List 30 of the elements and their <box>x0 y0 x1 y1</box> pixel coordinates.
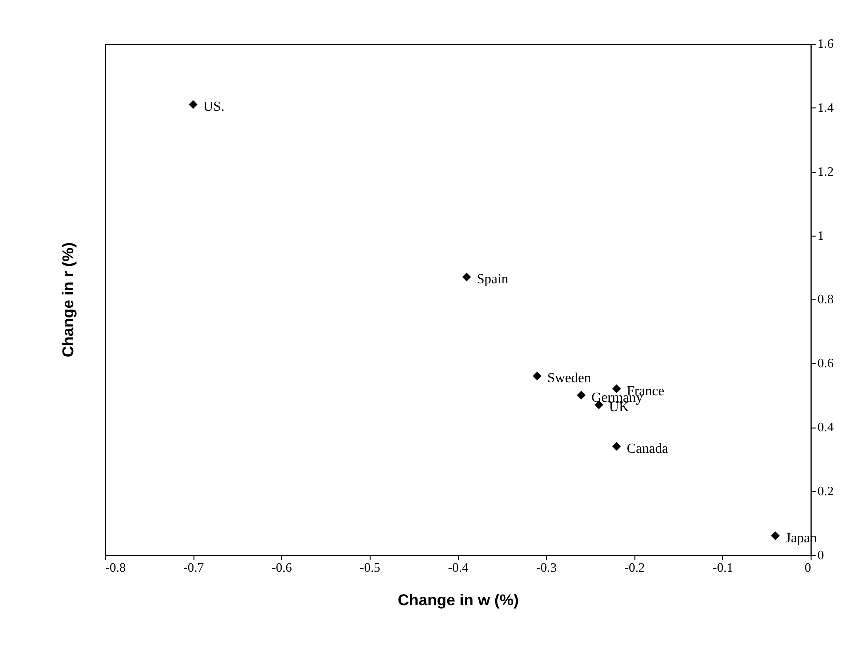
point <box>533 372 542 381</box>
y-tick-label: 0 <box>818 547 824 562</box>
x-axis-title: Change in w (%) <box>398 592 519 610</box>
x-tick-label: -0.5 <box>360 560 380 576</box>
y-axis-title: Change in r (%) <box>60 242 78 358</box>
y-tick-label: 1.6 <box>818 36 834 52</box>
x-tick-label: -0.3 <box>536 560 557 576</box>
annotation: Spain <box>476 272 509 287</box>
point <box>577 391 586 400</box>
x-tick-label: -0.7 <box>184 560 205 576</box>
point <box>462 272 472 282</box>
x-tick-label: -0.2 <box>624 560 646 576</box>
x-tick-label: -0.8 <box>106 560 126 576</box>
x-tick-label: -0.1 <box>712 560 734 576</box>
y-tick-label: 0.6 <box>818 356 834 371</box>
annotation: Canada <box>626 440 668 456</box>
y-tick-label: 0.2 <box>818 483 834 498</box>
annotation: US. <box>204 99 225 114</box>
y-tick-label: 0.8 <box>818 292 834 307</box>
y-tick-label: 0.4 <box>818 420 834 435</box>
annotation: Sweden <box>548 370 592 386</box>
point <box>612 442 622 451</box>
x-tick-label: -0.4 <box>448 560 470 576</box>
point <box>771 532 780 540</box>
y-tick-label: 1.2 <box>818 164 834 179</box>
point <box>189 100 198 110</box>
y-tick-label: 1.4 <box>818 100 834 116</box>
x-tick-label: -0.6 <box>272 560 293 576</box>
x-tick-label: 0 <box>804 560 812 576</box>
y-tick-label: 1 <box>818 228 824 243</box>
